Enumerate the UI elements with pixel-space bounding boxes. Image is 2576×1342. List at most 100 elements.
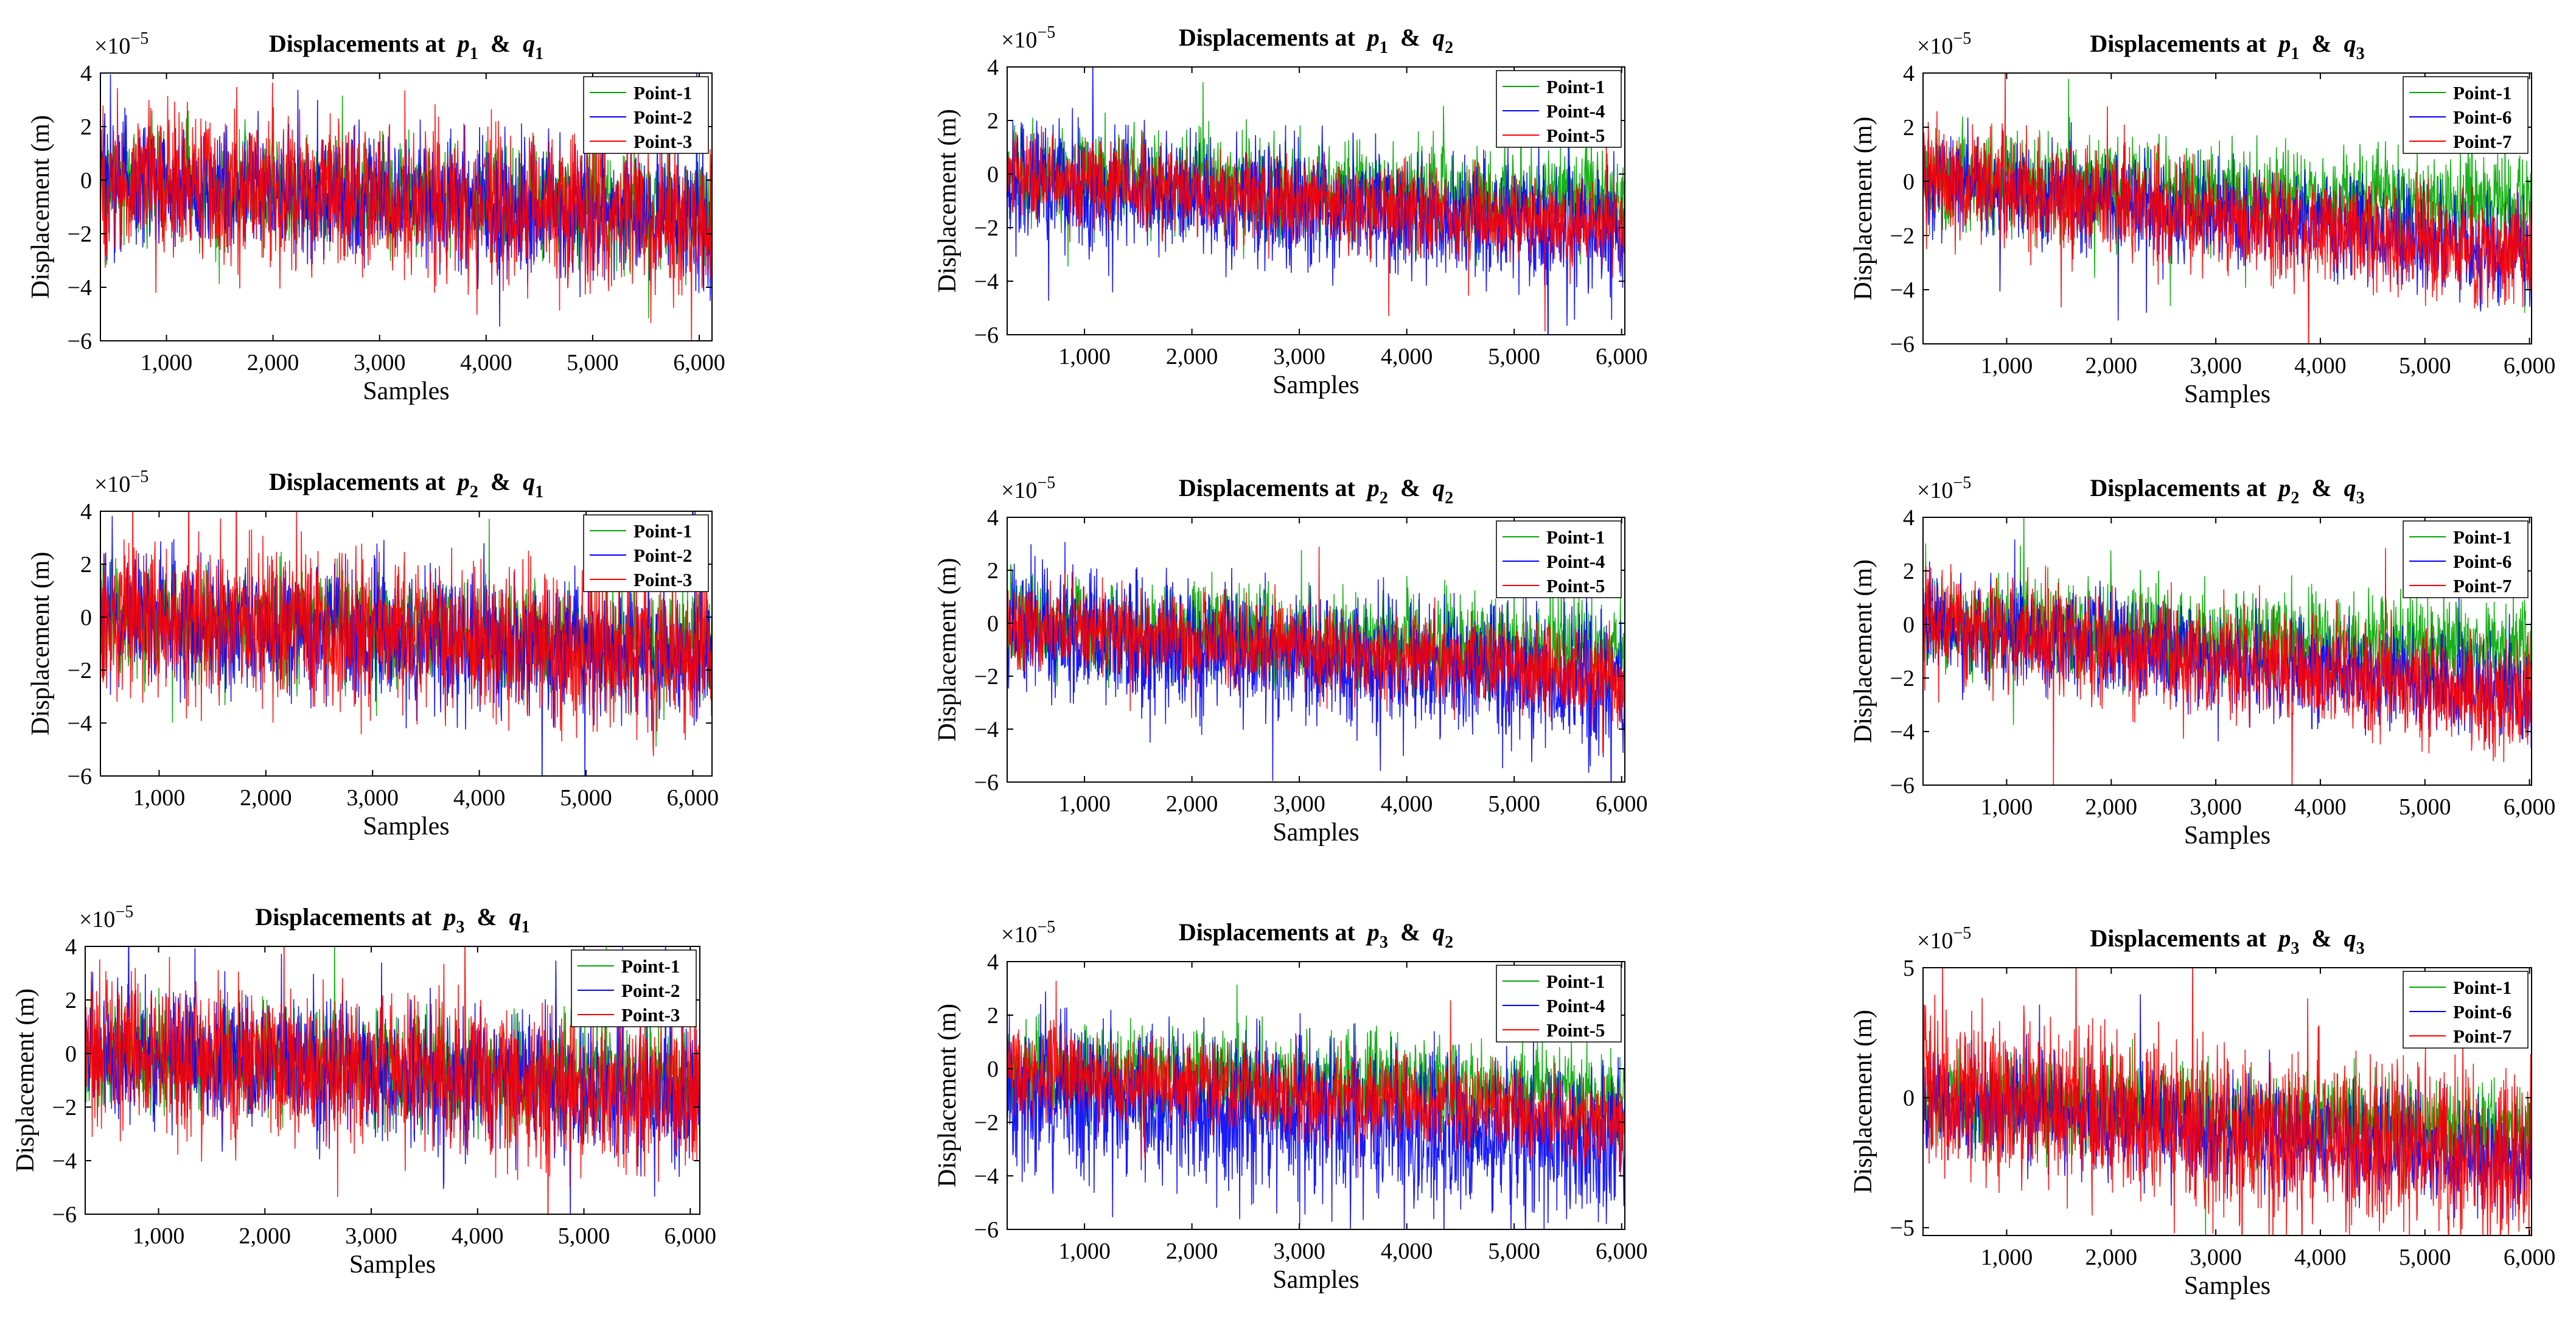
legend-entry: Point-7 — [2453, 575, 2511, 596]
x-tick-label: 5,000 — [2399, 353, 2451, 379]
legend-entry: Point-5 — [1546, 1019, 1605, 1041]
y-tick-label: 2 — [1903, 115, 1915, 141]
series-group — [100, 73, 712, 341]
x-tick-label: 4,000 — [460, 350, 512, 376]
series-line-point-3 — [85, 946, 700, 1214]
legend: Point-1 Point-4 Point-5 — [1496, 70, 1622, 148]
series-line-point-3 — [100, 82, 712, 341]
y-exponent-label: ×10−5 — [1917, 474, 1971, 503]
series-group — [100, 511, 712, 776]
legend-entry: Point-2 — [634, 107, 692, 128]
x-tick-label: 3,000 — [2190, 794, 2242, 820]
x-tick-label: 5,000 — [560, 785, 612, 811]
legend: Point-1 Point-6 Point-7 — [2403, 520, 2529, 598]
x-tick-label: 3,000 — [1273, 791, 1325, 817]
subplot-title: Displacements at p2 & q1 — [269, 468, 543, 502]
x-tick-label: 2,000 — [1166, 791, 1218, 817]
x-tick-label: 1,000 — [141, 350, 193, 376]
axes-frame — [1007, 517, 1625, 783]
series-group — [1923, 73, 2532, 344]
x-tick-label: 6,000 — [2504, 353, 2556, 379]
legend: Point-1 Point-6 Point-7 — [2403, 76, 2529, 154]
subplot-title: Displacements at p1 & q1 — [269, 30, 543, 63]
x-tick-label: 5,000 — [1488, 1239, 1540, 1264]
subplot-2: 1,000 2,000 3,000 4,000 5,000 6,000 −6 −4 −2 0 2 4 S… — [934, 23, 1648, 399]
x-tick-label: 2,000 — [239, 1223, 291, 1249]
subplot-title: Displacements at p1 & q3 — [2090, 30, 2364, 63]
subplot-1: 1,000 2,000 3,000 4,000 5,000 6,000 −6 −4 −2 0 2 4 S… — [27, 29, 725, 405]
x-tick-label: 3,000 — [1273, 344, 1325, 369]
y-exponent-label: ×10−5 — [1001, 918, 1055, 948]
legend-entry: Point-1 — [2453, 526, 2511, 548]
legend-entry: Point-1 — [1546, 971, 1605, 992]
x-tick-label: 1,000 — [1058, 344, 1111, 369]
y-tick-label: −6 — [1890, 332, 1915, 357]
subplot-6: 1,000 2,000 3,000 4,000 5,000 6,000 −6 −4 −2 0 2 4 S… — [1849, 474, 2555, 850]
series-group — [1007, 980, 1625, 1229]
y-tick-label: 0 — [1903, 1086, 1915, 1111]
x-tick-label: 6,000 — [667, 785, 719, 811]
y-tick-label: −2 — [1890, 666, 1915, 691]
y-tick-label: 4 — [80, 499, 92, 525]
axes-frame — [1922, 967, 2532, 1236]
y-axis-label: Displacement (m) — [934, 109, 962, 293]
series-line-point-7 — [1923, 548, 2532, 785]
legend-entry: Point-5 — [1546, 125, 1605, 146]
y-tick-label: 0 — [987, 1057, 999, 1082]
x-tick-label: 4,000 — [2294, 794, 2347, 820]
subplot-title: Displacements at p1 & q2 — [1179, 24, 1453, 57]
x-tick-label: 6,000 — [1596, 344, 1648, 369]
legend-entry: Point-2 — [621, 980, 680, 1001]
y-tick-label: −2 — [52, 1095, 77, 1120]
y-tick-label: −2 — [974, 215, 999, 241]
x-tick-label: 6,000 — [673, 350, 725, 376]
y-tick-label: −5 — [1890, 1215, 1915, 1241]
y-axis-label: Displacement (m) — [934, 1004, 962, 1187]
x-tick-label: 3,000 — [1273, 1239, 1325, 1264]
x-tick-label: 1,000 — [1981, 794, 2033, 820]
series-group — [1923, 968, 2532, 1235]
y-tick-label: −6 — [68, 764, 92, 789]
axes-frame — [100, 511, 713, 777]
y-tick-label: −4 — [1890, 719, 1915, 745]
y-tick-label: 5 — [1903, 956, 1915, 981]
x-axis-label: Samples — [363, 377, 449, 405]
y-tick-label: −4 — [68, 275, 92, 301]
legend-entry: Point-1 — [634, 82, 692, 103]
subplot-8: 1,000 2,000 3,000 4,000 5,000 6,000 −6 −4 −2 0 2 4 S… — [934, 918, 1647, 1294]
y-exponent-label: ×10−5 — [1001, 474, 1055, 503]
series-line-point-3 — [100, 511, 712, 757]
y-tick-label: 4 — [987, 55, 999, 80]
axes-frame — [1922, 517, 2532, 786]
y-tick-label: −6 — [974, 1217, 999, 1243]
series-line-point-7 — [1923, 968, 2532, 1235]
series-line-point-5 — [1007, 547, 1625, 753]
subplot-3: 1,000 2,000 3,000 4,000 5,000 6,000 −6 −4 −2 0 2 4 S… — [1849, 29, 2555, 408]
x-tick-label: 2,000 — [2086, 1245, 2138, 1270]
x-axis-label: Samples — [2184, 822, 2271, 850]
y-tick-label: 4 — [1903, 505, 1915, 531]
y-axis-label: Displacement (m) — [27, 115, 55, 299]
y-tick-label: 0 — [1903, 169, 1915, 195]
y-axis-label: Displacement (m) — [12, 988, 40, 1172]
y-tick-label: −4 — [974, 269, 999, 295]
x-tick-label: 4,000 — [1381, 1239, 1433, 1264]
legend-entry: Point-3 — [634, 131, 692, 152]
axes-frame — [1007, 961, 1625, 1230]
x-axis-label: Samples — [1272, 1266, 1359, 1294]
x-tick-label: 2,000 — [2086, 794, 2138, 820]
y-axis-label: Displacement (m) — [1849, 1010, 1877, 1193]
x-tick-label: 2,000 — [1166, 1239, 1218, 1264]
x-tick-label: 6,000 — [1596, 791, 1648, 817]
y-axis-label: Displacement (m) — [1849, 116, 1877, 300]
x-tick-label: 4,000 — [1381, 791, 1433, 817]
legend-entry: Point-6 — [2453, 107, 2511, 128]
y-axis-label: Displacement (m) — [27, 551, 55, 735]
x-tick-label: 3,000 — [2190, 1245, 2242, 1270]
legend-entry: Point-4 — [1546, 551, 1605, 572]
legend-entry: Point-1 — [1546, 526, 1605, 548]
x-tick-label: 4,000 — [2294, 353, 2347, 379]
x-tick-label: 2,000 — [1166, 344, 1218, 369]
